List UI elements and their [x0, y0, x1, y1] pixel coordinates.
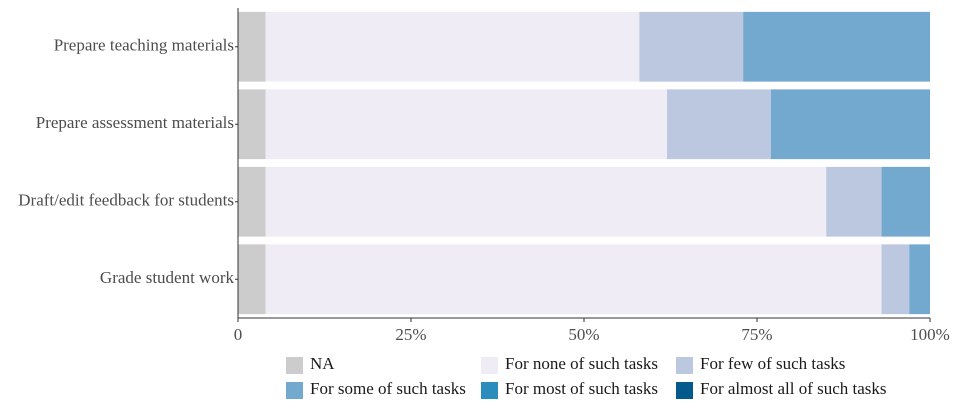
- bar-segment-2-2: [265, 89, 668, 160]
- x-tick-label-5: 100%: [910, 325, 950, 344]
- legend-label-3: For few of such tasks: [700, 354, 845, 373]
- x-tick-label-3: 50%: [568, 325, 599, 344]
- bars-layer: [238, 11, 930, 315]
- legend-label-5: For most of such tasks: [505, 379, 658, 398]
- x-tick-label-2: 25%: [395, 325, 426, 344]
- bar-segment-4-1: [238, 244, 266, 315]
- bar-segment-4-3: [881, 244, 910, 315]
- legend-swatch-1: [286, 357, 303, 374]
- legend-label-4: For some of such tasks: [310, 379, 466, 398]
- legend-label-2: For none of such tasks: [505, 354, 658, 373]
- bar-segment-1-1: [238, 11, 266, 82]
- axes-layer: Prepare teaching materials Prepare assess…: [18, 8, 950, 344]
- bar-segment-3-2: [265, 166, 827, 237]
- legend-swatch-3: [676, 357, 693, 374]
- legend-label-1: NA: [310, 354, 335, 373]
- legend-swatch-4: [286, 382, 303, 399]
- bar-segment-2-3: [667, 89, 771, 160]
- bar-segment-3-4: [881, 166, 930, 237]
- legend-swatch-2: [481, 357, 498, 374]
- legend-swatch-6: [676, 382, 693, 399]
- bar-segment-4-2: [265, 244, 882, 315]
- bar-segment-4-4: [909, 244, 930, 315]
- legend-label-6: For almost all of such tasks: [700, 379, 887, 398]
- category-label-2: Prepare assessment materials: [36, 113, 234, 132]
- bar-segment-1-4: [743, 11, 930, 82]
- x-tick-label-4: 75%: [741, 325, 772, 344]
- legend-swatch-5: [481, 382, 498, 399]
- bar-segment-1-3: [639, 11, 744, 82]
- category-label-1: Prepare teaching materials: [54, 36, 234, 55]
- x-tick-label-1: 0: [234, 325, 243, 344]
- category-label-3: Draft/edit feedback for students: [18, 191, 234, 210]
- category-label-4: Grade student work: [100, 268, 235, 287]
- bar-segment-3-1: [238, 166, 266, 237]
- legend: NA For none of such tasks For few of such …: [286, 354, 887, 399]
- bar-segment-2-1: [238, 89, 266, 160]
- bar-segment-1-2: [265, 11, 640, 82]
- bar-segment-2-4: [770, 89, 930, 160]
- bar-segment-3-3: [826, 166, 882, 237]
